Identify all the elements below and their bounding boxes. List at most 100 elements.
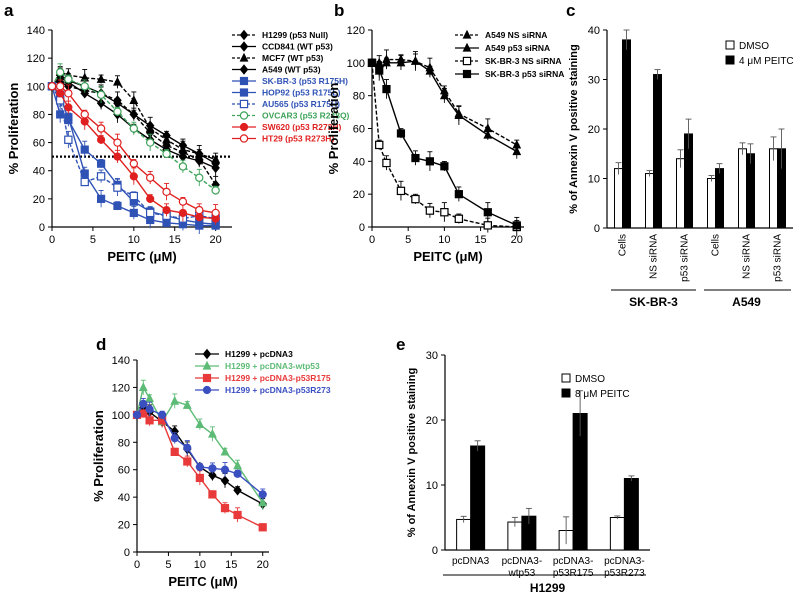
data-point — [170, 395, 180, 405]
category-label: pcDNA3 — [452, 556, 490, 567]
x-tick-label: 15 — [225, 559, 237, 571]
series-3: SK-BR-3 p53 siRNA — [367, 58, 564, 231]
x-axis-label: PEITC (μM) — [168, 574, 237, 589]
legend-marker — [462, 69, 472, 79]
category-label: Cells — [711, 234, 722, 256]
panel-b: b 0 20 40 60 80 100 120 0 5 10 15 20 PEITC (μM) % Prol… — [326, 1, 564, 264]
category-label-line: p53R175 — [553, 568, 594, 579]
x-tick-label: 20 — [210, 234, 222, 246]
legend-marker — [239, 134, 249, 143]
data-point — [145, 208, 155, 218]
y-axis-label: % of Annexin V positive staining — [406, 368, 418, 538]
data-point — [162, 206, 171, 215]
legend-label: A549 NS siRNA — [485, 30, 547, 40]
data-point — [411, 55, 420, 65]
legend-marker — [462, 56, 472, 66]
y-tick-label: 40 — [588, 25, 600, 37]
data-point — [195, 419, 205, 429]
data-point — [129, 191, 139, 201]
data-point — [454, 110, 464, 119]
y-tick-label: 120 — [347, 25, 365, 37]
y-tick-label: 100 — [27, 81, 45, 93]
bar — [746, 153, 755, 229]
data-point — [64, 115, 73, 125]
y-tick-label: 20 — [118, 520, 130, 532]
data-point — [96, 124, 106, 133]
data-point — [182, 400, 192, 409]
data-point — [162, 149, 171, 159]
legend-label: DMSO — [575, 374, 605, 385]
data-point — [145, 123, 155, 133]
data-point — [80, 117, 89, 126]
data-point — [195, 205, 204, 215]
data-point — [96, 135, 106, 144]
y-axis-label: % Proliferation — [6, 83, 21, 175]
y-tick-label: 0 — [124, 547, 130, 559]
data-point — [220, 446, 230, 456]
series-1: A549 p53 siRNA — [367, 42, 550, 159]
data-point — [211, 186, 220, 195]
y-tick-label: 20 — [588, 124, 600, 136]
y-tick-label: 10 — [426, 480, 438, 492]
legend-marker — [202, 385, 212, 395]
data-point — [211, 208, 220, 218]
data-point — [80, 82, 89, 91]
data-point — [96, 74, 106, 83]
legend-marker — [202, 348, 212, 360]
data-point — [113, 76, 122, 86]
data-point — [55, 68, 65, 77]
y-tick-label: 60 — [33, 138, 45, 150]
category-label: pcDNA3-p53R175 — [553, 556, 594, 579]
bar — [614, 168, 623, 229]
legend-label: H1299 (p53 Null) — [262, 30, 328, 40]
data-point — [411, 153, 420, 163]
legend-label: A549 (WT p53) — [262, 65, 321, 75]
data-point — [113, 152, 122, 161]
legend-marker — [462, 29, 472, 39]
data-point — [129, 109, 139, 120]
data-point — [512, 221, 521, 230]
data-point — [483, 208, 492, 217]
data-point — [195, 155, 204, 167]
data-point — [382, 158, 391, 168]
y-tick-label: 0 — [39, 222, 45, 234]
category-label: NS siRNA — [742, 234, 753, 279]
data-point — [145, 405, 154, 414]
data-point — [454, 190, 463, 199]
group-label: SK-BR-3 — [629, 295, 678, 309]
legend-label: H1299 + pcDNA3-p53R175 — [225, 373, 331, 383]
legend-marker — [239, 52, 249, 62]
data-point — [96, 90, 106, 99]
bar — [715, 168, 724, 229]
y-tick-label: 30 — [588, 75, 600, 87]
legend-marker — [462, 42, 472, 52]
y-tick-label: 140 — [112, 355, 130, 367]
x-tick-label: 15 — [474, 234, 486, 246]
series-1: H1299 + pcDNA3-wtp53 — [132, 360, 320, 510]
panel-e: e 0 10 20 30 % of Annexin V positive staining… — [396, 335, 650, 595]
panel-letter: d — [96, 335, 106, 354]
data-point — [113, 107, 122, 116]
data-point — [129, 159, 139, 168]
y-tick-label: 80 — [33, 109, 45, 121]
data-point — [96, 194, 106, 203]
legend-label: H1299 + pcDNA3 — [225, 349, 293, 359]
x-axis-label: PEITC (μM) — [413, 249, 482, 264]
data-point — [162, 187, 171, 197]
legend-marker — [202, 360, 212, 370]
data-point — [178, 162, 188, 171]
data-point — [440, 208, 449, 217]
y-tick-label: 0 — [359, 222, 365, 234]
data-point — [195, 473, 204, 483]
data-point — [440, 162, 449, 171]
data-point — [145, 393, 154, 402]
category-label: pcDNA3-p53R273 — [604, 556, 645, 579]
y-tick-label: 80 — [353, 91, 365, 103]
data-point — [80, 169, 89, 178]
data-point — [158, 410, 167, 419]
bar — [653, 74, 662, 229]
bar — [676, 158, 685, 229]
data-point — [178, 208, 188, 218]
data-point — [367, 58, 377, 67]
